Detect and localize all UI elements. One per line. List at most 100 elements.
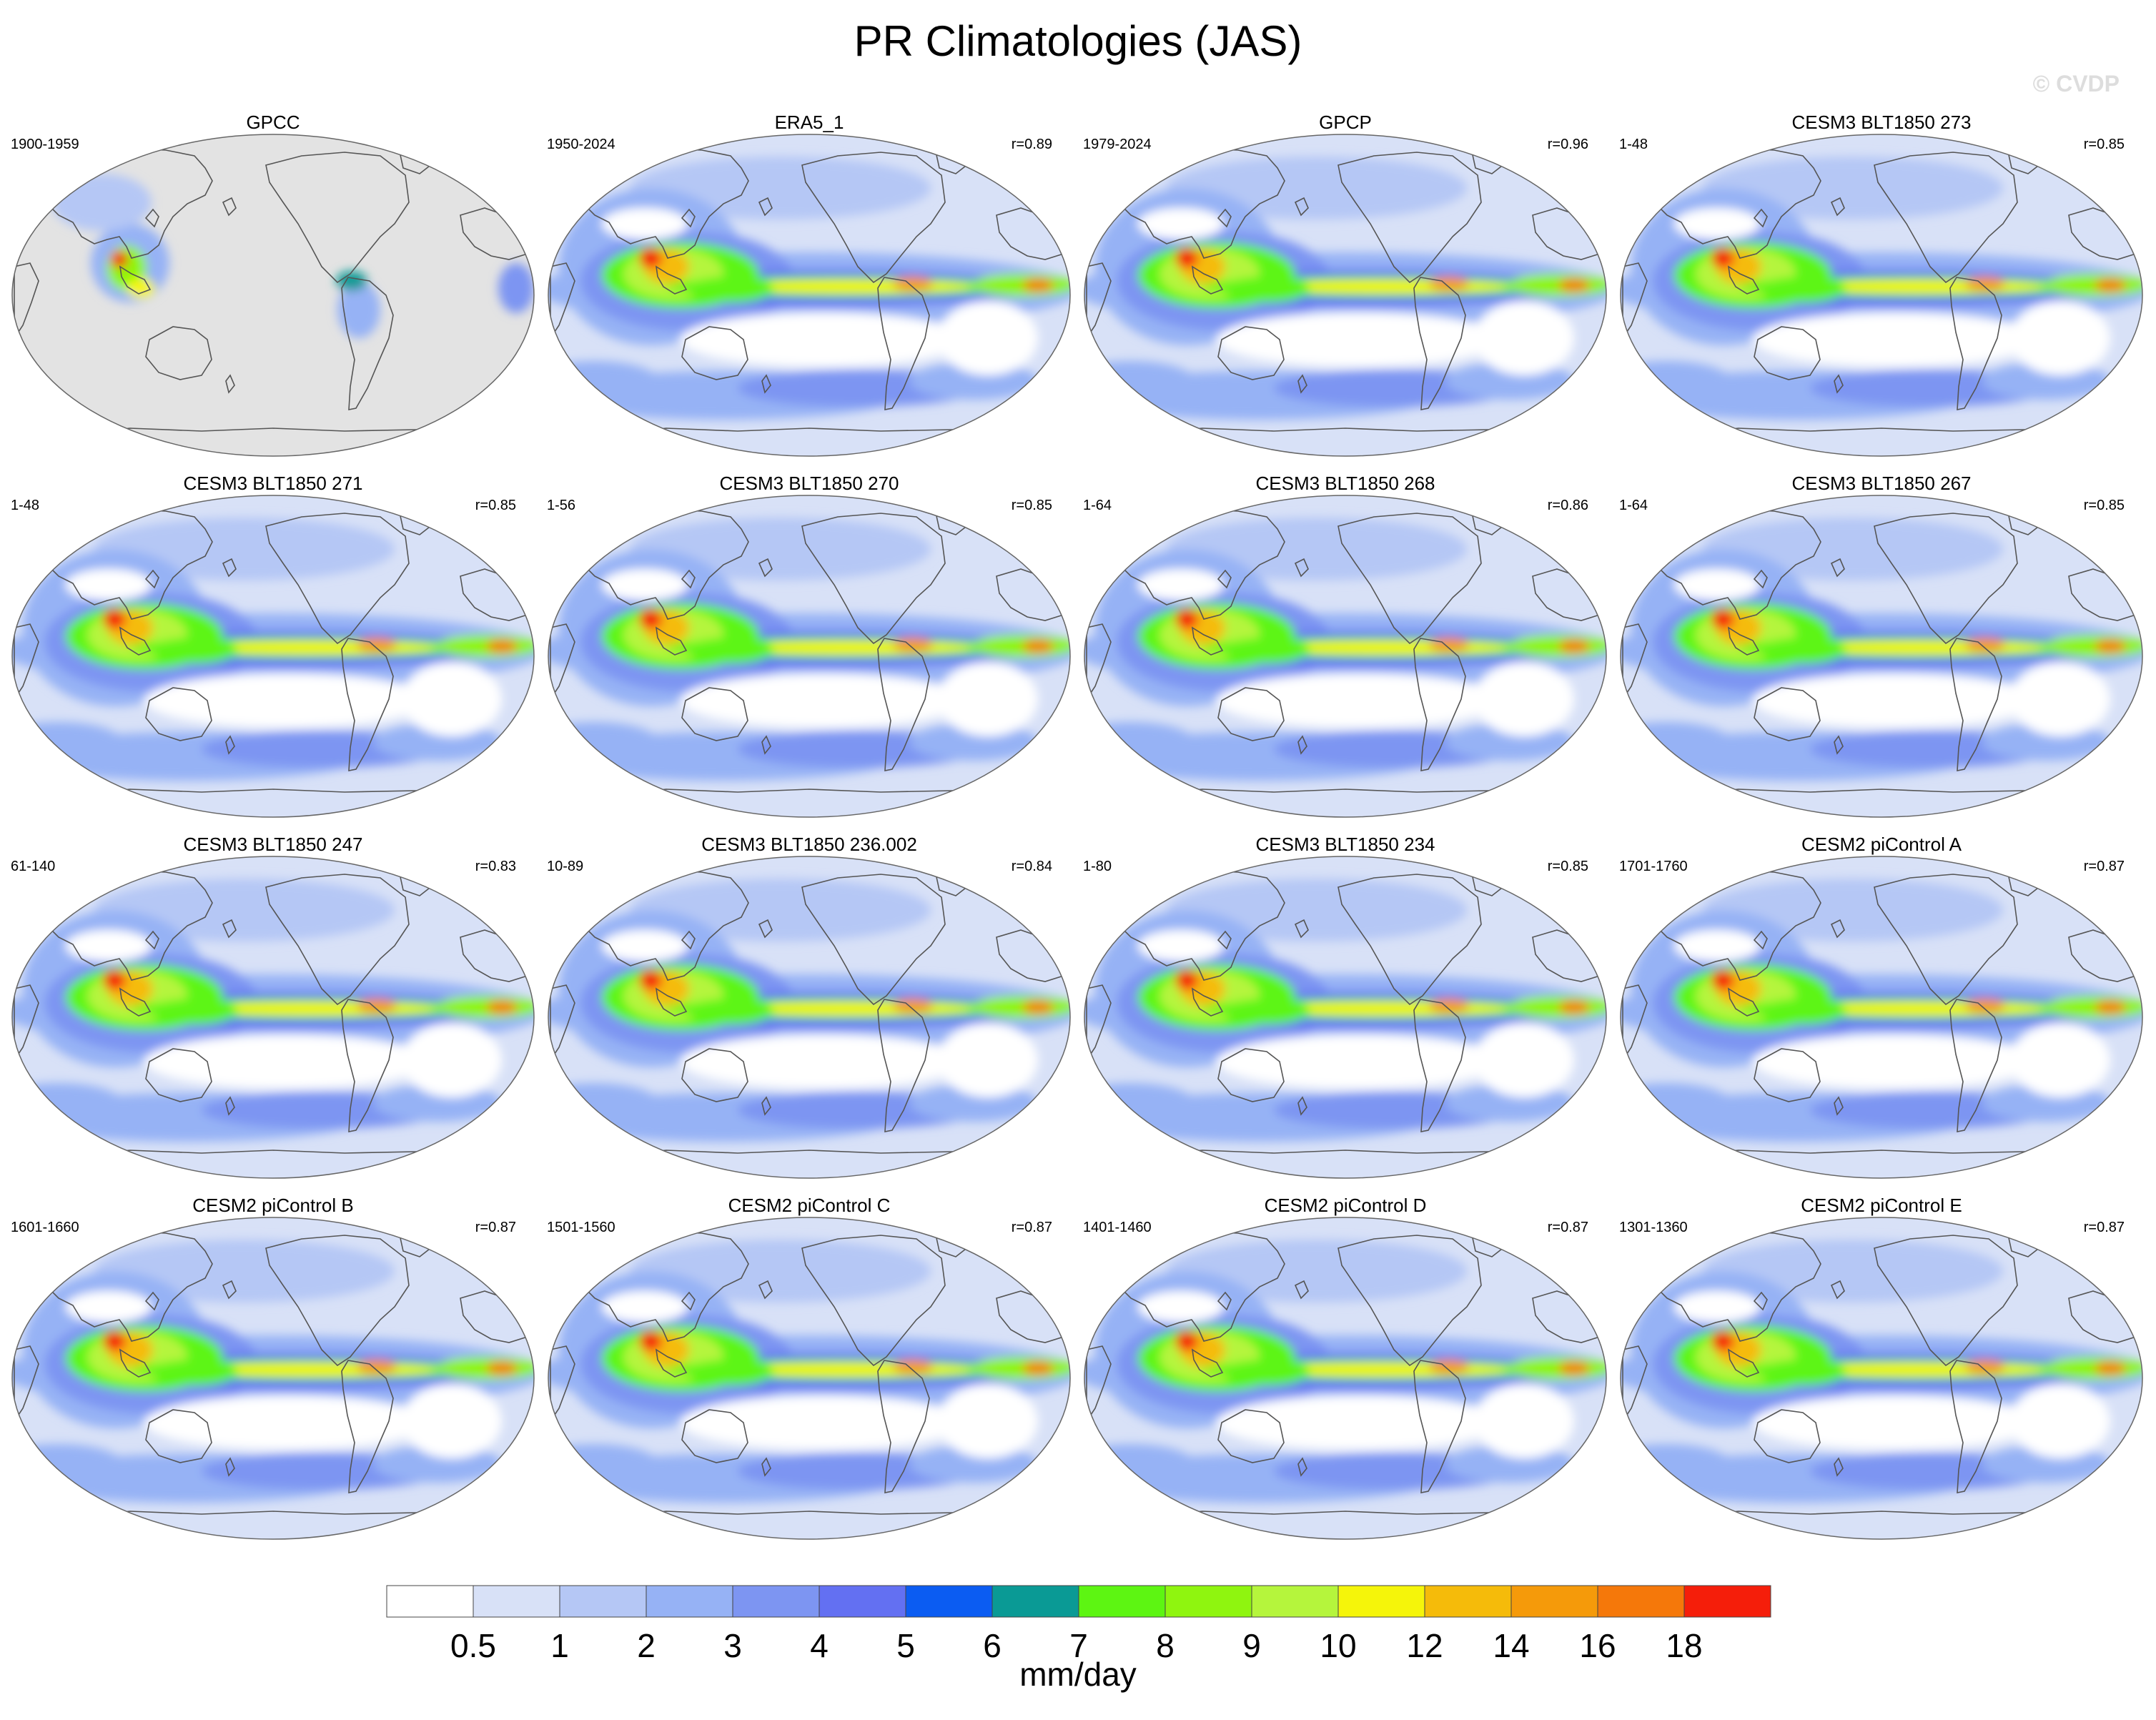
map-border <box>11 134 535 457</box>
panel-years: 1-48 <box>11 498 39 513</box>
panel-correlation: r=0.85 <box>2084 498 2125 513</box>
panel-title: CESM2 piControl C <box>728 1195 891 1216</box>
map-panel: CESM2 piControl E 1301-1360 r=0.87 <box>1619 1195 2143 1540</box>
panel-years: 1950-2024 <box>547 137 615 152</box>
panel-title: CESM3 BLT1850 273 <box>1792 112 1972 133</box>
colorbar-boxes <box>386 1585 1771 1618</box>
precip-field <box>1084 1240 1606 1503</box>
precip-field <box>548 879 1070 1142</box>
panel-years: 1401-1460 <box>1083 1220 1152 1235</box>
precip-field <box>12 1240 534 1503</box>
panel-years: 1-56 <box>547 498 575 513</box>
panel-years: 1-64 <box>1619 498 1648 513</box>
colorbar-box <box>646 1585 733 1618</box>
panel-years: 1-48 <box>1619 137 1648 152</box>
panel-correlation: r=0.84 <box>1012 859 1052 874</box>
map <box>1620 856 2143 1179</box>
map-panel: CESM3 BLT1850 271 1-48 r=0.85 <box>11 473 535 818</box>
map-border <box>548 134 1071 457</box>
colorbar-box <box>1078 1585 1166 1618</box>
colorbar-tick-label: 6 <box>983 1627 1002 1664</box>
colorbar-box <box>1251 1585 1339 1618</box>
colorbar-box <box>473 1585 560 1618</box>
map-panel: CESM3 BLT1850 270 1-56 r=0.85 <box>547 473 1071 818</box>
colorbar-tick-label: 16 <box>1579 1627 1616 1664</box>
panel-correlation: r=0.87 <box>2084 859 2125 874</box>
panel-correlation: r=0.86 <box>1548 498 1588 513</box>
map-panel: CESM3 BLT1850 267 1-64 r=0.85 <box>1619 473 2143 818</box>
panel-title: CESM2 piControl E <box>1801 1195 1962 1216</box>
figure-title: PR Climatologies (JAS) <box>854 17 1302 65</box>
map-panel: CESM3 BLT1850 236.002 10-89 r=0.84 <box>547 834 1071 1179</box>
map <box>1084 1217 1607 1540</box>
colorbar-box <box>905 1585 993 1618</box>
precip-field <box>1084 879 1606 1142</box>
colorbar-tick-label: 14 <box>1493 1627 1529 1664</box>
colorbar-tick-label: 0.5 <box>450 1627 496 1664</box>
map <box>1084 495 1607 818</box>
panel-years: 1-64 <box>1083 498 1112 513</box>
colorbar-tick-label: 4 <box>810 1627 829 1664</box>
panel-correlation: r=0.85 <box>1012 498 1052 513</box>
colorbar-tick-label: 9 <box>1242 1627 1261 1664</box>
precip-field <box>1621 879 2142 1142</box>
map-border <box>11 856 535 1179</box>
panel-title: CESM3 BLT1850 268 <box>1256 473 1435 494</box>
colorbar-box <box>1424 1585 1512 1618</box>
map-border <box>1620 134 2143 457</box>
colorbar-tick-label: 7 <box>1069 1627 1088 1664</box>
map-panel: GPCC 1900-1959 <box>11 112 535 457</box>
panel-correlation: r=0.85 <box>475 498 516 513</box>
map-panel: CESM3 BLT1850 234 1-80 r=0.85 <box>1083 834 1607 1179</box>
precip-field <box>1621 157 2142 420</box>
colorbar-box <box>1164 1585 1252 1618</box>
colorbar-tick-label: 2 <box>637 1627 656 1664</box>
colorbar-box <box>992 1585 1079 1618</box>
map <box>1084 134 1607 457</box>
map <box>11 495 535 818</box>
colorbar-tick-labels: 0.5 1 2 3 4 5 6 7 8 9 10 12 14 16 18 <box>450 1627 1703 1664</box>
precip-field <box>1084 157 1606 420</box>
precip-field <box>1621 518 2142 781</box>
map <box>1620 1217 2143 1540</box>
panel-correlation: r=0.85 <box>1548 859 1588 874</box>
colorbar-tick-label: 8 <box>1156 1627 1175 1664</box>
map <box>1620 495 2143 818</box>
colorbar-tick-label: 5 <box>896 1627 915 1664</box>
colorbar-box <box>559 1585 647 1618</box>
map-border <box>548 495 1071 818</box>
map-panel: CESM3 BLT1850 273 1-48 r=0.85 <box>1619 112 2143 457</box>
map-panel: CESM2 piControl D 1401-1460 r=0.87 <box>1083 1195 1607 1540</box>
map <box>11 1217 535 1540</box>
panel-correlation: r=0.83 <box>475 859 516 874</box>
map-border <box>1084 1217 1607 1540</box>
colorbar: 0.5 1 2 3 4 5 6 7 8 9 10 12 14 16 18 mm/day <box>386 1585 1771 1693</box>
colorbar-box <box>819 1585 906 1618</box>
colorbar-box <box>1597 1585 1685 1618</box>
map-panel: CESM3 BLT1850 268 1-64 r=0.86 <box>1083 473 1607 818</box>
map <box>548 134 1071 457</box>
colorbar-tick-label: 3 <box>723 1627 742 1664</box>
precip-field <box>12 518 534 781</box>
map-border <box>1084 134 1607 457</box>
precip-field <box>548 157 1070 420</box>
map <box>548 856 1071 1179</box>
precip-field <box>1084 518 1606 781</box>
map <box>1620 134 2143 457</box>
panel-years: 61-140 <box>11 859 55 874</box>
panel-title: CESM3 BLT1850 267 <box>1792 473 1972 494</box>
map-panel: GPCP 1979-2024 r=0.96 <box>1083 112 1607 457</box>
precip-field <box>548 518 1070 781</box>
panel-correlation: r=0.87 <box>475 1220 516 1235</box>
colorbar-box <box>386 1585 474 1618</box>
panel-years: 1900-1959 <box>11 137 79 152</box>
panel-correlation: r=0.85 <box>2084 137 2125 152</box>
panel-years: 1701-1760 <box>1619 859 1688 874</box>
map-border <box>11 1217 535 1540</box>
map-border <box>1620 856 2143 1179</box>
map-border <box>1084 856 1607 1179</box>
panel-correlation: r=0.89 <box>1012 137 1052 152</box>
map-border <box>1620 495 2143 818</box>
map-panel: CESM2 piControl A 1701-1760 r=0.87 <box>1619 834 2143 1179</box>
